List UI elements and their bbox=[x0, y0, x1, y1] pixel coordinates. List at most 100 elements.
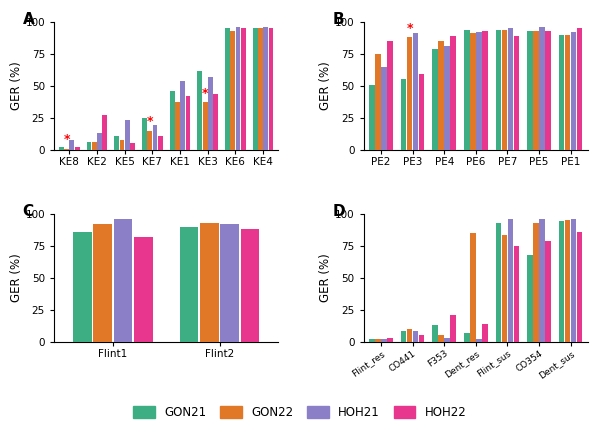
Bar bbox=[130, 143, 135, 150]
Bar bbox=[75, 147, 80, 150]
Bar bbox=[125, 120, 130, 150]
Bar bbox=[559, 35, 565, 150]
Bar bbox=[263, 27, 268, 150]
Bar bbox=[508, 219, 513, 342]
Bar bbox=[419, 74, 424, 150]
Y-axis label: GER (%): GER (%) bbox=[319, 61, 332, 110]
Bar bbox=[439, 41, 444, 150]
Bar bbox=[142, 118, 147, 150]
Bar bbox=[387, 338, 393, 342]
Bar bbox=[451, 36, 456, 150]
Bar bbox=[97, 133, 102, 150]
Bar bbox=[236, 27, 241, 150]
Bar bbox=[152, 126, 157, 150]
Y-axis label: GER (%): GER (%) bbox=[10, 61, 23, 110]
Bar bbox=[213, 94, 218, 150]
Text: *: * bbox=[64, 133, 70, 146]
Bar bbox=[241, 28, 246, 150]
Bar bbox=[203, 102, 208, 150]
Bar bbox=[119, 140, 124, 150]
Bar bbox=[451, 315, 456, 342]
Bar bbox=[496, 223, 501, 342]
Bar bbox=[439, 335, 444, 342]
Bar bbox=[253, 28, 257, 150]
Bar bbox=[476, 339, 482, 342]
Bar bbox=[93, 224, 112, 342]
Text: *: * bbox=[146, 115, 153, 128]
Bar bbox=[470, 233, 476, 342]
Bar bbox=[73, 232, 92, 342]
Text: A: A bbox=[23, 12, 34, 27]
Bar bbox=[502, 236, 507, 342]
Bar bbox=[134, 237, 152, 342]
Bar bbox=[220, 224, 239, 342]
Bar bbox=[571, 219, 577, 342]
Bar bbox=[527, 31, 533, 150]
Bar bbox=[470, 33, 476, 150]
Bar bbox=[113, 219, 132, 342]
Bar bbox=[482, 324, 488, 342]
Bar bbox=[413, 33, 418, 150]
Bar bbox=[565, 35, 571, 150]
Bar bbox=[86, 142, 91, 150]
Text: *: * bbox=[406, 22, 413, 35]
Bar bbox=[115, 136, 119, 150]
Bar bbox=[514, 36, 519, 150]
Bar bbox=[545, 31, 551, 150]
Bar bbox=[230, 31, 235, 150]
Bar bbox=[407, 329, 412, 342]
Bar bbox=[433, 49, 438, 150]
Text: D: D bbox=[332, 204, 345, 219]
Bar bbox=[508, 28, 513, 150]
Bar bbox=[381, 67, 387, 150]
Bar bbox=[147, 131, 152, 150]
Bar bbox=[527, 254, 533, 342]
Bar bbox=[545, 240, 551, 342]
Bar bbox=[401, 79, 406, 150]
Bar bbox=[464, 30, 470, 150]
Bar bbox=[433, 325, 438, 342]
Text: B: B bbox=[332, 12, 344, 27]
Text: C: C bbox=[23, 204, 34, 219]
Bar bbox=[407, 37, 412, 150]
Bar bbox=[185, 96, 190, 150]
Bar bbox=[445, 338, 450, 342]
Bar bbox=[375, 339, 381, 342]
Bar bbox=[571, 32, 577, 150]
Bar bbox=[533, 223, 539, 342]
Bar bbox=[375, 54, 381, 150]
Bar bbox=[369, 339, 375, 342]
Bar bbox=[502, 30, 507, 150]
Bar bbox=[180, 81, 185, 150]
Bar bbox=[197, 71, 202, 150]
Bar bbox=[180, 226, 199, 342]
Bar bbox=[387, 41, 393, 150]
Bar bbox=[565, 220, 571, 342]
Bar bbox=[533, 31, 539, 150]
Bar bbox=[208, 77, 213, 150]
Text: *: * bbox=[202, 87, 208, 100]
Y-axis label: GER (%): GER (%) bbox=[10, 253, 23, 302]
Bar bbox=[577, 28, 583, 150]
Bar bbox=[514, 246, 519, 342]
Bar bbox=[241, 229, 259, 342]
Bar bbox=[70, 140, 74, 150]
Bar bbox=[175, 102, 180, 150]
Bar bbox=[64, 148, 69, 150]
Bar bbox=[401, 332, 406, 342]
Bar bbox=[445, 46, 450, 150]
Bar bbox=[170, 91, 175, 150]
Bar bbox=[59, 147, 64, 150]
Bar bbox=[539, 219, 545, 342]
Bar bbox=[92, 142, 97, 150]
Bar bbox=[577, 232, 583, 342]
Bar bbox=[158, 136, 163, 150]
Y-axis label: GER (%): GER (%) bbox=[319, 253, 332, 302]
Bar bbox=[269, 28, 274, 150]
Bar bbox=[225, 28, 230, 150]
Bar bbox=[559, 222, 565, 342]
Bar bbox=[381, 339, 387, 342]
Bar bbox=[419, 335, 424, 342]
Bar bbox=[464, 333, 470, 342]
Bar bbox=[413, 332, 418, 342]
